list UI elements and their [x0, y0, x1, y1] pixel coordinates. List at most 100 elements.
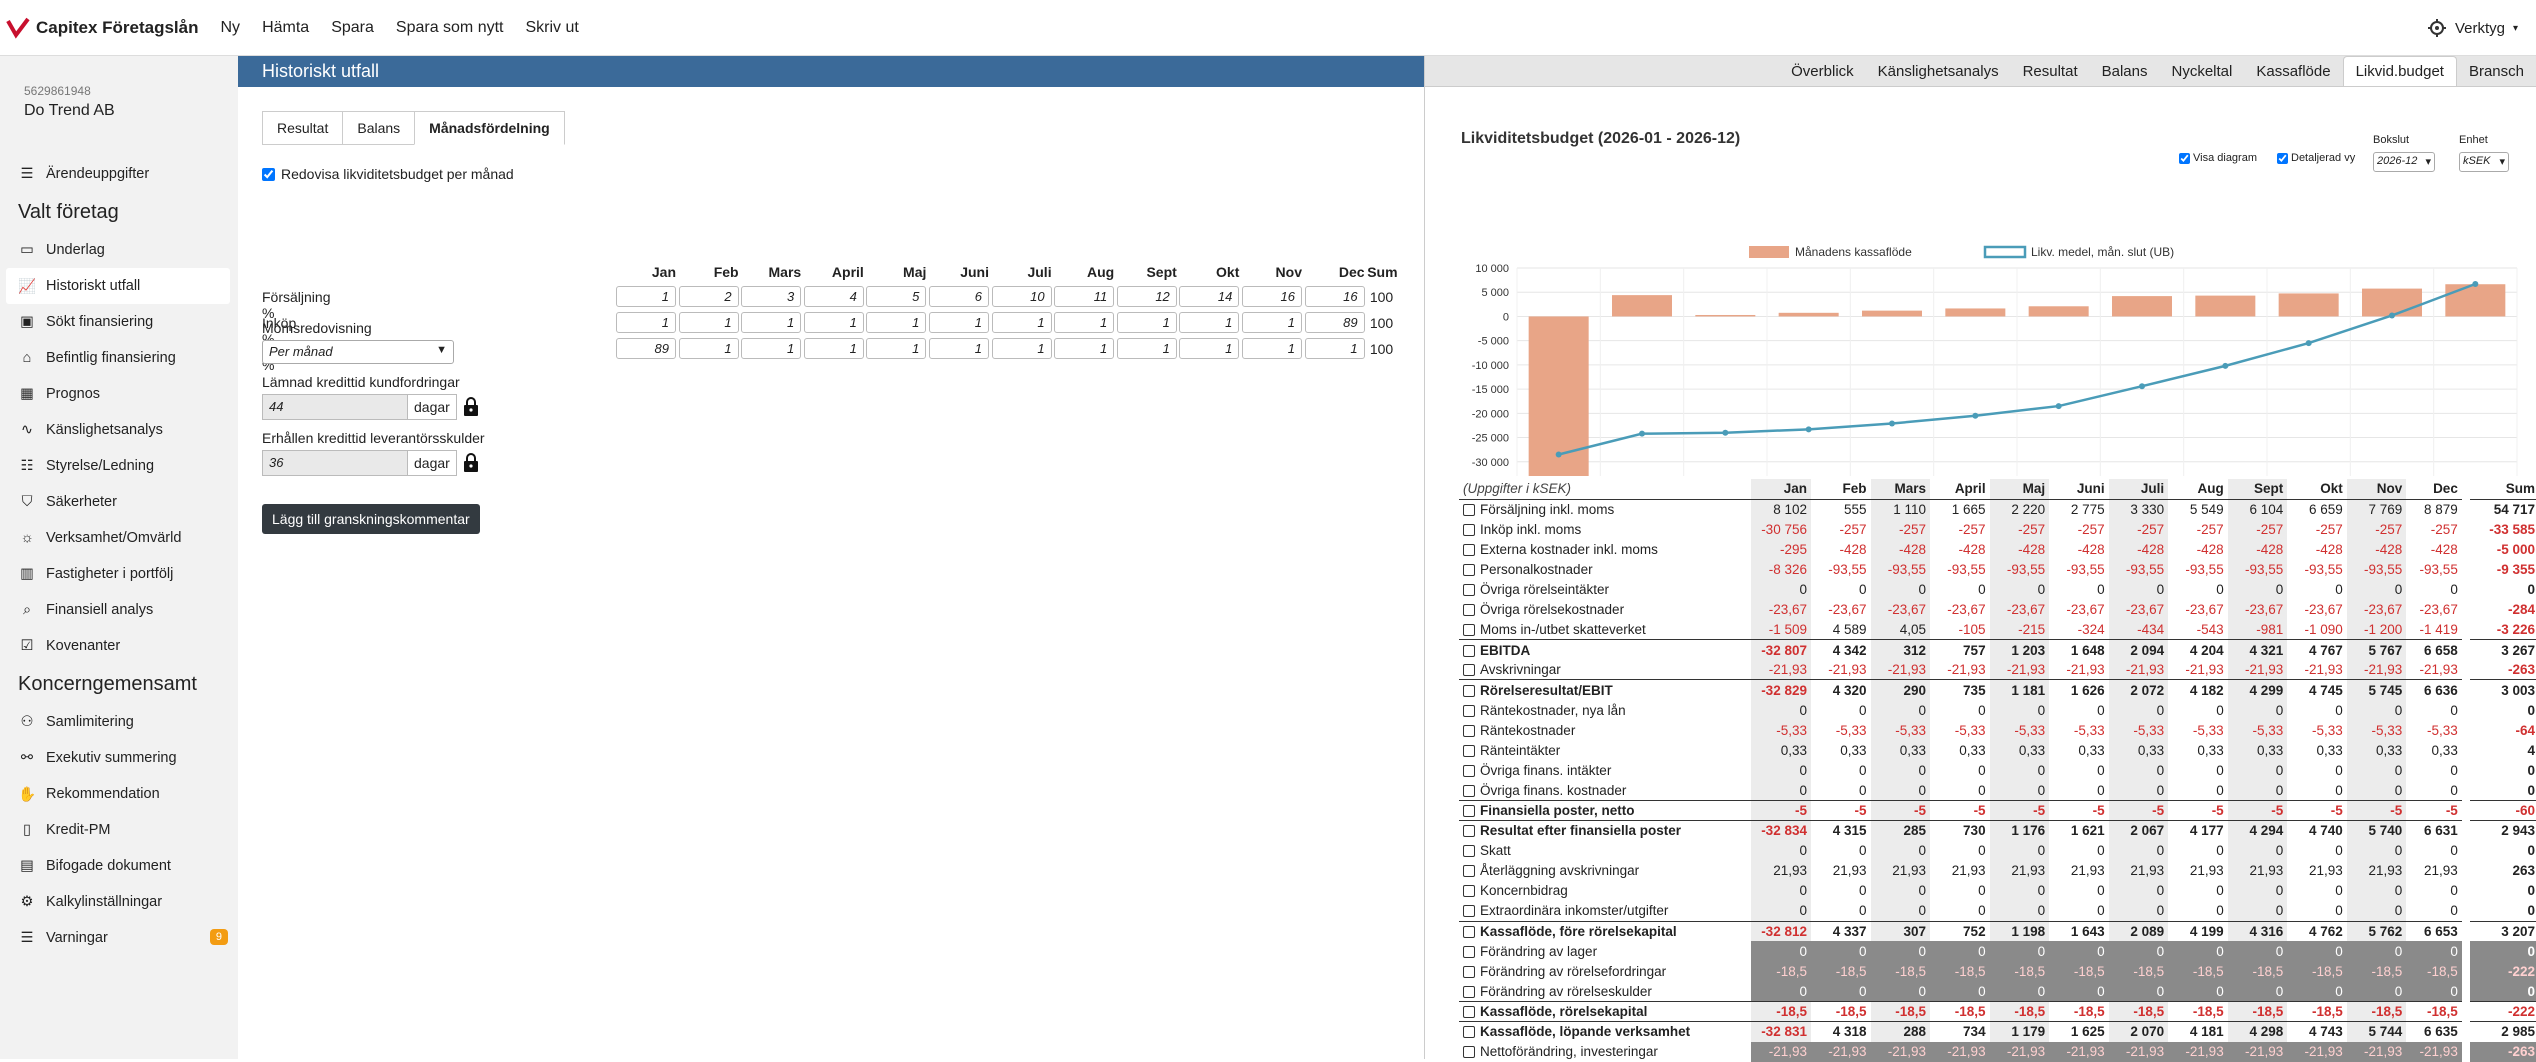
distribution-cell-input[interactable]: 1 — [1116, 338, 1177, 359]
distribution-cell-input[interactable]: 1 — [929, 312, 989, 333]
distribution-cell-input[interactable]: 1 — [803, 312, 864, 333]
row-checkbox[interactable] — [1463, 905, 1475, 918]
row-checkbox[interactable] — [1463, 503, 1475, 516]
row-checkbox[interactable] — [1463, 925, 1475, 938]
distribution-cell-input[interactable]: 3 — [741, 286, 802, 307]
lock-icon[interactable] — [463, 397, 479, 417]
distribution-cell-input[interactable]: 14 — [1179, 286, 1240, 307]
row-checkbox[interactable] — [1463, 845, 1475, 858]
row-checkbox[interactable] — [1463, 584, 1475, 597]
sidebar-item-rekommendation[interactable]: ✋ Rekommendation — [0, 776, 238, 812]
distribution-cell-input[interactable]: 89 — [1304, 312, 1365, 333]
bokslut-select[interactable]: 2026-12 ▾ — [2373, 152, 2435, 172]
menu-hamta[interactable]: Hämta — [262, 18, 310, 36]
distribution-cell-input[interactable]: 1 — [678, 338, 739, 359]
tab-k-nslighetsanalys[interactable]: Känslighetsanalys — [1877, 63, 1999, 80]
monthly-budget-toggle[interactable]: Redovisa likviditetsbudget per månad — [262, 166, 514, 182]
distribution-cell-input[interactable]: 1 — [741, 312, 802, 333]
monthly-budget-checkbox[interactable] — [262, 167, 275, 181]
row-checkbox[interactable] — [1463, 865, 1475, 878]
tab-likvid-budget[interactable]: Likvid.budget — [2342, 56, 2457, 86]
distribution-cell-input[interactable]: 1 — [991, 338, 1052, 359]
row-checkbox[interactable] — [1463, 724, 1475, 737]
sidebar-item-befintlig-finansiering[interactable]: ⌂ Befintlig finansiering — [0, 340, 238, 376]
detail-view-checkbox[interactable] — [2277, 152, 2288, 164]
distribution-cell-input[interactable]: 1 — [866, 338, 927, 359]
distribution-cell-input[interactable]: 6 — [929, 286, 989, 307]
sidebar-item-exekutiv-summering[interactable]: ⚯ Exekutiv summering — [0, 740, 238, 776]
row-checkbox[interactable] — [1463, 825, 1475, 838]
row-checkbox[interactable] — [1463, 965, 1475, 978]
tab-nyckeltal[interactable]: Nyckeltal — [2171, 63, 2233, 80]
menu-skriv-ut[interactable]: Skriv ut — [525, 18, 579, 36]
lock-icon[interactable] — [463, 453, 479, 473]
moms-select[interactable]: Per månad ▼ — [262, 340, 454, 364]
distribution-cell-input[interactable]: 1 — [616, 312, 676, 333]
row-checkbox[interactable] — [1463, 623, 1475, 636]
sidebar-item-kovenanter[interactable]: ☑ Kovenanter — [0, 628, 238, 664]
row-checkbox[interactable] — [1463, 664, 1475, 677]
distribution-cell-input[interactable]: 1 — [1179, 312, 1240, 333]
tab-bransch[interactable]: Bransch — [2468, 63, 2524, 80]
kund-days-input[interactable]: 44 — [262, 394, 408, 420]
distribution-cell-input[interactable]: 1 — [803, 338, 864, 359]
sidebar-item-varningar[interactable]: ☰ Varningar 9 — [0, 920, 238, 956]
add-review-comment-button[interactable]: Lägg till granskningskommentar — [262, 504, 480, 534]
distribution-cell-input[interactable]: 1 — [1242, 312, 1302, 333]
row-checkbox[interactable] — [1463, 764, 1475, 777]
sidebar-item-kalkylinstallningar[interactable]: ⚙ Kalkylinställningar — [0, 884, 238, 920]
menu-spara-som-nytt[interactable]: Spara som nytt — [395, 18, 504, 36]
sidebar-item-prognos[interactable]: ▦ Prognos — [0, 376, 238, 412]
tab-kassafl-de[interactable]: Kassaflöde — [2256, 63, 2331, 80]
show-chart-toggle[interactable]: Visa diagram — [2179, 152, 2257, 164]
distribution-cell-input[interactable]: 2 — [678, 286, 739, 307]
app-logo[interactable]: Capitex Företagslån — [6, 17, 199, 39]
row-checkbox[interactable] — [1463, 985, 1475, 998]
distribution-cell-input[interactable]: 89 — [616, 338, 676, 359]
distribution-cell-input[interactable]: 5 — [866, 286, 927, 307]
distribution-cell-input[interactable]: 1 — [616, 286, 676, 307]
sidebar-item-kredit-pm[interactable]: ▯ Kredit-PM — [0, 812, 238, 848]
sidebar-item-fastigheter[interactable]: ▥ Fastigheter i portfölj — [0, 556, 238, 592]
tab-manadsfordelning[interactable]: Månadsfördelning — [414, 111, 565, 145]
row-checkbox[interactable] — [1463, 523, 1475, 536]
distribution-cell-input[interactable]: 1 — [1054, 338, 1115, 359]
sidebar-item-historiskt-utfall[interactable]: 📈 Historiskt utfall — [6, 268, 230, 304]
menu-ny[interactable]: Ny — [220, 18, 241, 36]
row-checkbox[interactable] — [1463, 1046, 1475, 1059]
sidebar-item-underlag[interactable]: ▭ Underlag — [0, 232, 238, 268]
row-checkbox[interactable] — [1463, 704, 1475, 717]
distribution-cell-input[interactable]: 16 — [1304, 286, 1365, 307]
row-checkbox[interactable] — [1463, 885, 1475, 898]
row-checkbox[interactable] — [1463, 604, 1475, 617]
lev-days-input[interactable]: 36 — [262, 450, 408, 476]
sidebar-item-bifogade-dokument[interactable]: ▤ Bifogade dokument — [0, 848, 238, 884]
tab-balans[interactable]: Balans — [342, 111, 416, 145]
distribution-cell-input[interactable]: 1 — [1116, 312, 1177, 333]
menu-spara[interactable]: Spara — [331, 18, 374, 36]
detail-view-toggle[interactable]: Detaljerad vy — [2277, 152, 2355, 164]
row-checkbox[interactable] — [1463, 1005, 1475, 1018]
tab--verblick[interactable]: Överblick — [1791, 63, 1854, 80]
sidebar-item-sakerheter[interactable]: ⛉ Säkerheter — [0, 484, 238, 520]
sidebar-item-samlimitering[interactable]: ⚇ Samlimitering — [0, 704, 238, 740]
sidebar-item-sokt-finansiering[interactable]: ▣ Sökt finansiering — [0, 304, 238, 340]
distribution-cell-input[interactable]: 1 — [678, 312, 739, 333]
show-chart-checkbox[interactable] — [2179, 152, 2190, 164]
row-checkbox[interactable] — [1463, 644, 1475, 657]
sidebar-item-kanslighetsanalys[interactable]: ∿ Känslighetsanalys — [0, 412, 238, 448]
distribution-cell-input[interactable]: 1 — [1054, 312, 1115, 333]
row-checkbox[interactable] — [1463, 563, 1475, 576]
tab-resultat[interactable]: Resultat — [2022, 63, 2078, 80]
distribution-cell-input[interactable]: 1 — [866, 312, 927, 333]
tools-menu[interactable]: Verktyg ▾ — [2427, 18, 2518, 38]
distribution-cell-input[interactable]: 4 — [803, 286, 864, 307]
distribution-cell-input[interactable]: 10 — [991, 286, 1052, 307]
sidebar-item-arendeuppgifter[interactable]: ☰ Ärendeuppgifter — [0, 156, 238, 192]
row-checkbox[interactable] — [1463, 744, 1475, 757]
sidebar-item-styrelse[interactable]: ☷ Styrelse/Ledning — [0, 448, 238, 484]
row-checkbox[interactable] — [1463, 805, 1475, 818]
sidebar-item-finansiell-analys[interactable]: ⌕ Finansiell analys — [0, 592, 238, 628]
tab-balans[interactable]: Balans — [2101, 63, 2148, 80]
row-checkbox[interactable] — [1463, 543, 1475, 556]
